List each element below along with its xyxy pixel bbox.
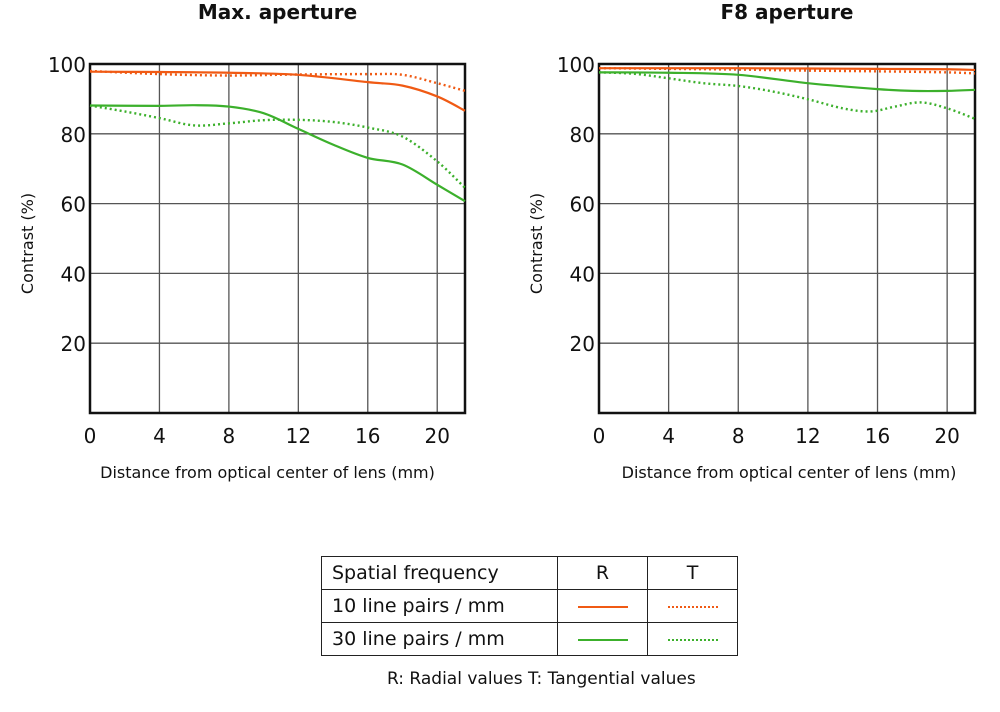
x-tick-label: 8 [732, 424, 745, 448]
y-tick-label: 60 [570, 193, 595, 217]
plot-frame [597, 62, 977, 415]
series-line-10-lp-mm-r [89, 70, 466, 112]
x-tick-label: 16 [865, 424, 890, 448]
chart-0: Max. aperture 0 4 8 12 16 20 20 40 60 80 100 Distanc… [18, 0, 467, 482]
x-tick-label: 8 [223, 424, 236, 448]
y-tick-label: 60 [61, 193, 86, 217]
series-line-30-lp-mm-r [89, 104, 466, 203]
legend-note: R: Radial values T: Tangential values [387, 669, 696, 689]
legend-label: 30 line pairs / mm [321, 622, 558, 656]
series-line-30-lp-mm-r [598, 71, 976, 93]
legend-swatch-10-r [577, 605, 628, 608]
y-axis-label: Contrast (%) [527, 193, 546, 294]
legend-label: 10 line pairs / mm [321, 589, 558, 623]
y-tick-label: 80 [570, 123, 595, 147]
series-line-10-lp-mm-r [599, 67, 976, 72]
x-tick-label: 20 [424, 424, 449, 448]
legend-col-r: R [557, 556, 648, 590]
y-axis-label: Contrast (%) [18, 193, 37, 294]
y-tick-label: 40 [61, 262, 86, 286]
legend-row-30lp: 30 line pairs / mm [321, 622, 738, 656]
chart-title: F8 aperture [720, 0, 853, 24]
x-tick-label: 4 [662, 424, 675, 448]
x-tick-label: 0 [84, 424, 97, 448]
plot-frame [88, 62, 467, 415]
legend-swatch-30-r [577, 638, 628, 641]
legend-swatch-10-t [667, 605, 718, 608]
x-tick-label: 20 [934, 424, 959, 448]
legend-table: Spatial frequency R T 10 line pairs / mm… [321, 556, 738, 656]
x-tick-label: 12 [795, 424, 820, 448]
y-tick-label: 100 [48, 53, 86, 77]
legend-swatch-30-t [667, 638, 718, 641]
y-tick-label: 100 [557, 53, 595, 77]
y-tick-label: 20 [570, 332, 595, 356]
legend-header: Spatial frequency [321, 556, 558, 590]
x-tick-label: 4 [153, 424, 166, 448]
legend-header-row: Spatial frequency R T [321, 556, 738, 590]
x-tick-label: 16 [355, 424, 380, 448]
x-axis-label: Distance from optical center of lens (mm… [100, 463, 435, 482]
legend-col-t: T [647, 556, 738, 590]
x-tick-label: 12 [286, 424, 311, 448]
legend-row-10lp: 10 line pairs / mm [321, 589, 738, 623]
series-line-30-lp-mm-t [598, 71, 976, 120]
chart-title: Max. aperture [198, 0, 357, 24]
y-tick-label: 20 [61, 332, 86, 356]
chart-1: F8 aperture 0 4 8 12 16 20 20 40 60 80 100 Distance … [527, 0, 977, 482]
x-tick-label: 0 [593, 424, 606, 448]
y-tick-label: 40 [570, 262, 595, 286]
y-tick-label: 80 [61, 123, 86, 147]
x-axis-label: Distance from optical center of lens (mm… [622, 463, 957, 482]
